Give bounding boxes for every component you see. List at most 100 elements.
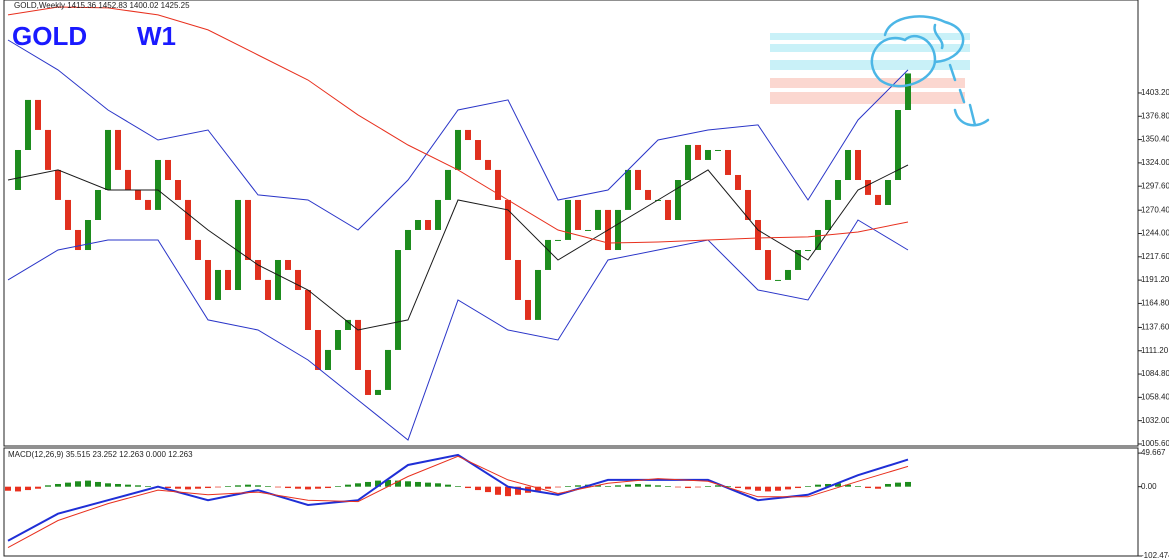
histogram-bar [675,486,681,488]
candle-body [775,279,781,281]
histogram-bar [685,486,691,489]
y-tick-label: 1084.80 [1141,369,1169,378]
candle-body [665,199,671,220]
candle-body [15,149,21,190]
zone [770,78,965,88]
candle-body [835,180,841,200]
histogram-bar [735,486,741,489]
candle-body [165,159,171,181]
candle-body [145,199,151,210]
histogram-bar [495,486,501,495]
candle-body [425,219,431,230]
candle-body [625,169,631,210]
candle-body [595,209,601,230]
histogram-bar [365,481,371,487]
y-tick-label: 1217.60 [1141,252,1169,261]
histogram-bar [455,486,461,487]
histogram-bar [305,486,311,490]
zone [770,60,970,70]
candle-body [75,229,81,251]
histogram-bar [275,486,281,488]
candle-body [155,159,161,210]
histogram-bar [645,484,651,487]
histogram-bar [725,486,731,487]
histogram-bar [15,486,21,492]
histogram-bar [55,483,61,487]
candle-body [495,169,501,200]
histogram-bar [515,486,521,495]
candle-body [485,159,491,170]
candle-body [565,199,571,240]
candle-body [745,189,751,220]
y-tick-label: 1111.20 [1141,346,1169,355]
candle-body [175,180,181,200]
histogram-bar [245,484,251,487]
histogram-bar [655,485,661,487]
histogram-bar [325,486,331,489]
histogram-bar [555,486,561,488]
y-tick-label: 1350.40 [1141,135,1169,144]
histogram-bar [705,486,711,487]
scribble [870,15,990,127]
candle-body [885,180,891,205]
histogram-bar [255,485,261,487]
y-tick-label: 1297.60 [1141,181,1169,190]
y-tick-label: 1164.80 [1141,299,1169,308]
histogram-bar [285,486,291,489]
indicator-line [7,164,909,331]
candle-body [315,329,321,370]
candle-body [515,259,521,300]
histogram-bar [5,486,11,491]
candle-body [535,269,541,320]
histogram-bar [265,486,271,487]
candle-body [525,299,531,320]
candle-body [385,349,391,390]
histogram-bar [355,483,361,487]
histogram-bar [105,483,111,487]
candle-body [905,73,911,110]
histogram-bar [295,486,301,489]
y-tick-label: 1032.00 [1141,416,1169,425]
histogram-bar [785,486,791,490]
candle-body [465,129,471,141]
candle-body [585,229,591,231]
macd-plot [5,453,911,549]
histogram-bar [45,485,51,487]
candle-body [805,250,811,252]
histogram-bar [825,483,831,487]
candle-body [865,180,871,195]
candle-body [615,209,621,251]
histogram-bar [65,482,71,487]
histogram-bar [425,482,431,487]
scribble-stroke [883,15,965,64]
histogram-bar [765,486,771,492]
histogram-bar [535,486,541,491]
candle-body [365,369,371,395]
candle-body [185,199,191,240]
histogram-bar [815,484,821,487]
histogram-bar [615,485,621,487]
candle-body [285,259,291,270]
y-tick-label: 1005.60 [1141,439,1169,448]
candle-body [505,199,511,260]
macd-title: MACD(12,26,9) 35.515 23.252 12.263 0.000… [8,450,193,459]
candle-body [685,144,691,181]
histogram-bar [805,486,811,487]
candle-body [215,269,221,300]
candle-body [305,290,311,330]
histogram-bar [215,486,221,488]
candle-body [395,250,401,350]
candle-body [405,229,411,251]
histogram-bar [565,486,571,487]
candle-body [445,169,451,200]
histogram-bar [345,484,351,487]
candle-body [695,144,701,160]
candle-body [795,250,801,270]
candle-body [545,239,551,270]
timeframe-label: W1 [137,21,176,51]
histogram-bar [25,486,31,491]
histogram-bar [375,480,381,487]
candle-body [205,259,211,300]
candle-body [725,149,731,175]
